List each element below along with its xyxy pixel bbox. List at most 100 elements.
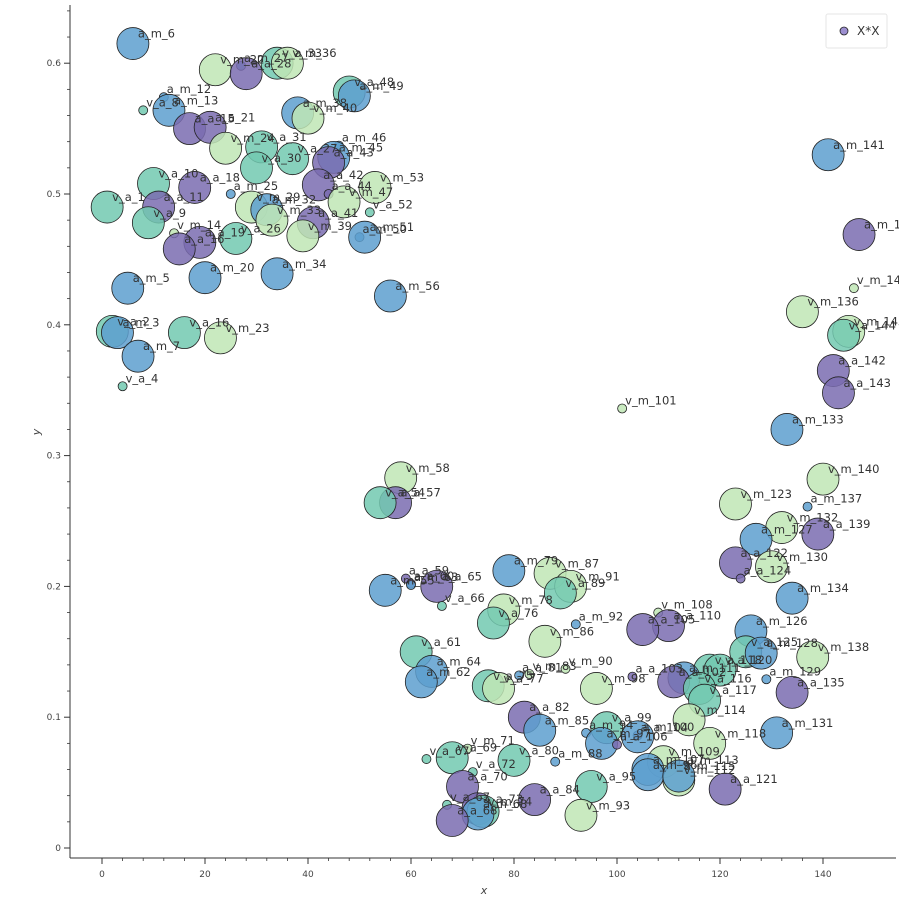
point-label: v_m_83 — [532, 659, 576, 673]
point-label: a_a_15 — [195, 112, 235, 126]
point-v-a-89 — [543, 576, 577, 610]
point-label: a_m_51 — [370, 220, 414, 234]
point-label: a_m_79 — [514, 554, 558, 568]
point-label: a_m_113 — [687, 753, 739, 767]
point-v-a-67 — [421, 754, 432, 764]
point-label: v_m_86 — [550, 624, 594, 638]
point-label: v_m_33 — [277, 203, 321, 217]
point-a-m-49 — [337, 79, 371, 113]
point-v-m-83 — [524, 669, 535, 679]
point-label: v_a_75 — [493, 669, 533, 683]
point-v-m-98 — [580, 672, 613, 705]
point-label: v_a_8 — [146, 95, 179, 109]
legend-label: X*X — [857, 24, 879, 38]
point-label: a_m_34 — [282, 257, 326, 271]
point-label: a_m_131 — [782, 716, 834, 730]
point-label: a_m_12 — [167, 82, 211, 96]
point-label: a_a_60 — [414, 569, 454, 583]
point-v-m-40 — [291, 101, 325, 135]
point-label: a_m_25 — [234, 179, 278, 193]
point-v-m-138 — [796, 640, 830, 674]
point-a-a-103 — [627, 671, 638, 682]
point-label: a_m_111 — [689, 661, 741, 675]
y-axis-title: y — [30, 428, 43, 436]
point-label: a_m_20 — [210, 261, 254, 275]
point-label: a_m_55 — [390, 573, 434, 587]
point-label: a_m_88 — [558, 747, 602, 761]
point-v-a-4 — [117, 381, 128, 392]
point-label: v_a_26 — [241, 221, 281, 235]
point-label: v_a_80 — [519, 743, 559, 757]
point-label: v_m_112 — [684, 763, 735, 777]
point-label: a_m_13 — [174, 93, 218, 107]
y-tick-label: 0.6 — [47, 59, 62, 69]
point-label: v_a_10 — [159, 167, 199, 181]
point-v-a-76 — [476, 606, 510, 640]
point-v-a-26 — [219, 222, 253, 255]
point-label: a_a_103 — [635, 662, 683, 676]
point-v-a-8 — [138, 105, 149, 116]
point-label: v_m_136 — [807, 295, 858, 309]
point-label: a_a_68 — [457, 804, 497, 818]
legend-box — [825, 13, 888, 49]
point-label: a_a_28 — [251, 57, 291, 71]
point-label: v_a_27 — [298, 142, 338, 156]
point-v-a-69 — [435, 741, 469, 775]
point-label: v_m_123 — [740, 487, 791, 501]
point-a-a-135 — [775, 675, 809, 709]
point-v-a-30 — [240, 151, 273, 185]
x-tick-label: 20 — [199, 870, 211, 880]
point-v-m-130 — [755, 550, 788, 584]
point-label: v_m_58 — [406, 461, 450, 475]
point-label: v_a_72 — [476, 757, 516, 771]
point-label: v_a_116 — [704, 671, 751, 685]
point-v-a-1 — [90, 190, 124, 224]
point-label: a_a_21 — [215, 110, 255, 124]
point-a-m-55 — [368, 573, 402, 607]
point-label: a_m_147 — [864, 218, 899, 232]
point-label: v_m_71 — [471, 734, 515, 748]
point-label: v_m_87 — [555, 556, 599, 570]
point-a-m-100 — [621, 720, 654, 754]
point-a-m-25 — [225, 189, 236, 199]
point-a-m-3 — [101, 316, 134, 350]
point-label: a_m_56 — [395, 279, 439, 293]
y-tick-label: 0.2 — [47, 582, 61, 592]
point-label: a_m_38 — [303, 96, 347, 110]
point-a-m-129 — [761, 674, 772, 685]
x-tick-label: 100 — [608, 870, 625, 880]
point-v-m-93 — [564, 798, 598, 832]
point-a-a-122 — [719, 546, 752, 580]
point-label: v_m_36 — [292, 46, 336, 60]
point-a-m-34 — [260, 257, 294, 291]
point-a-m-141 — [811, 138, 845, 172]
point-label: a_a_104 — [641, 721, 689, 735]
point-label: a_a_44 — [332, 179, 372, 193]
point-label: a_m_85 — [545, 713, 589, 727]
point-a-a-121 — [708, 772, 742, 806]
point-v-a-16 — [167, 316, 201, 350]
point-label: a_m_96 — [653, 758, 697, 772]
point-v-a-54 — [363, 486, 397, 520]
point-label: v_a_118 — [715, 653, 762, 667]
point-a-a-16 — [162, 232, 196, 266]
point-label: v_m_29 — [256, 190, 300, 204]
point-a-m-127 — [739, 522, 773, 556]
point-v-a-95 — [574, 770, 608, 803]
point-label: a_m_97 — [607, 726, 651, 740]
point-label: a_a_139 — [823, 517, 871, 531]
x-tick-label: 140 — [814, 870, 831, 880]
point-label: v_m_14 — [177, 218, 221, 232]
point-a-a-106 — [612, 739, 622, 750]
point-label: v_m_74 — [488, 794, 532, 808]
point-v-m-118 — [693, 726, 727, 760]
point-label: a_m_32 — [272, 193, 316, 207]
point-v-m-136 — [786, 295, 819, 329]
point-v-m-146 — [849, 283, 859, 294]
point-label: a_a_43 — [334, 146, 374, 160]
point-label: v_m_98 — [601, 671, 645, 685]
point-label: a_a_41 — [318, 206, 358, 220]
point-label: v_m_146 — [857, 273, 899, 287]
point-label: v_m_78 — [509, 593, 553, 607]
point-label: v_a_4 — [126, 371, 159, 385]
